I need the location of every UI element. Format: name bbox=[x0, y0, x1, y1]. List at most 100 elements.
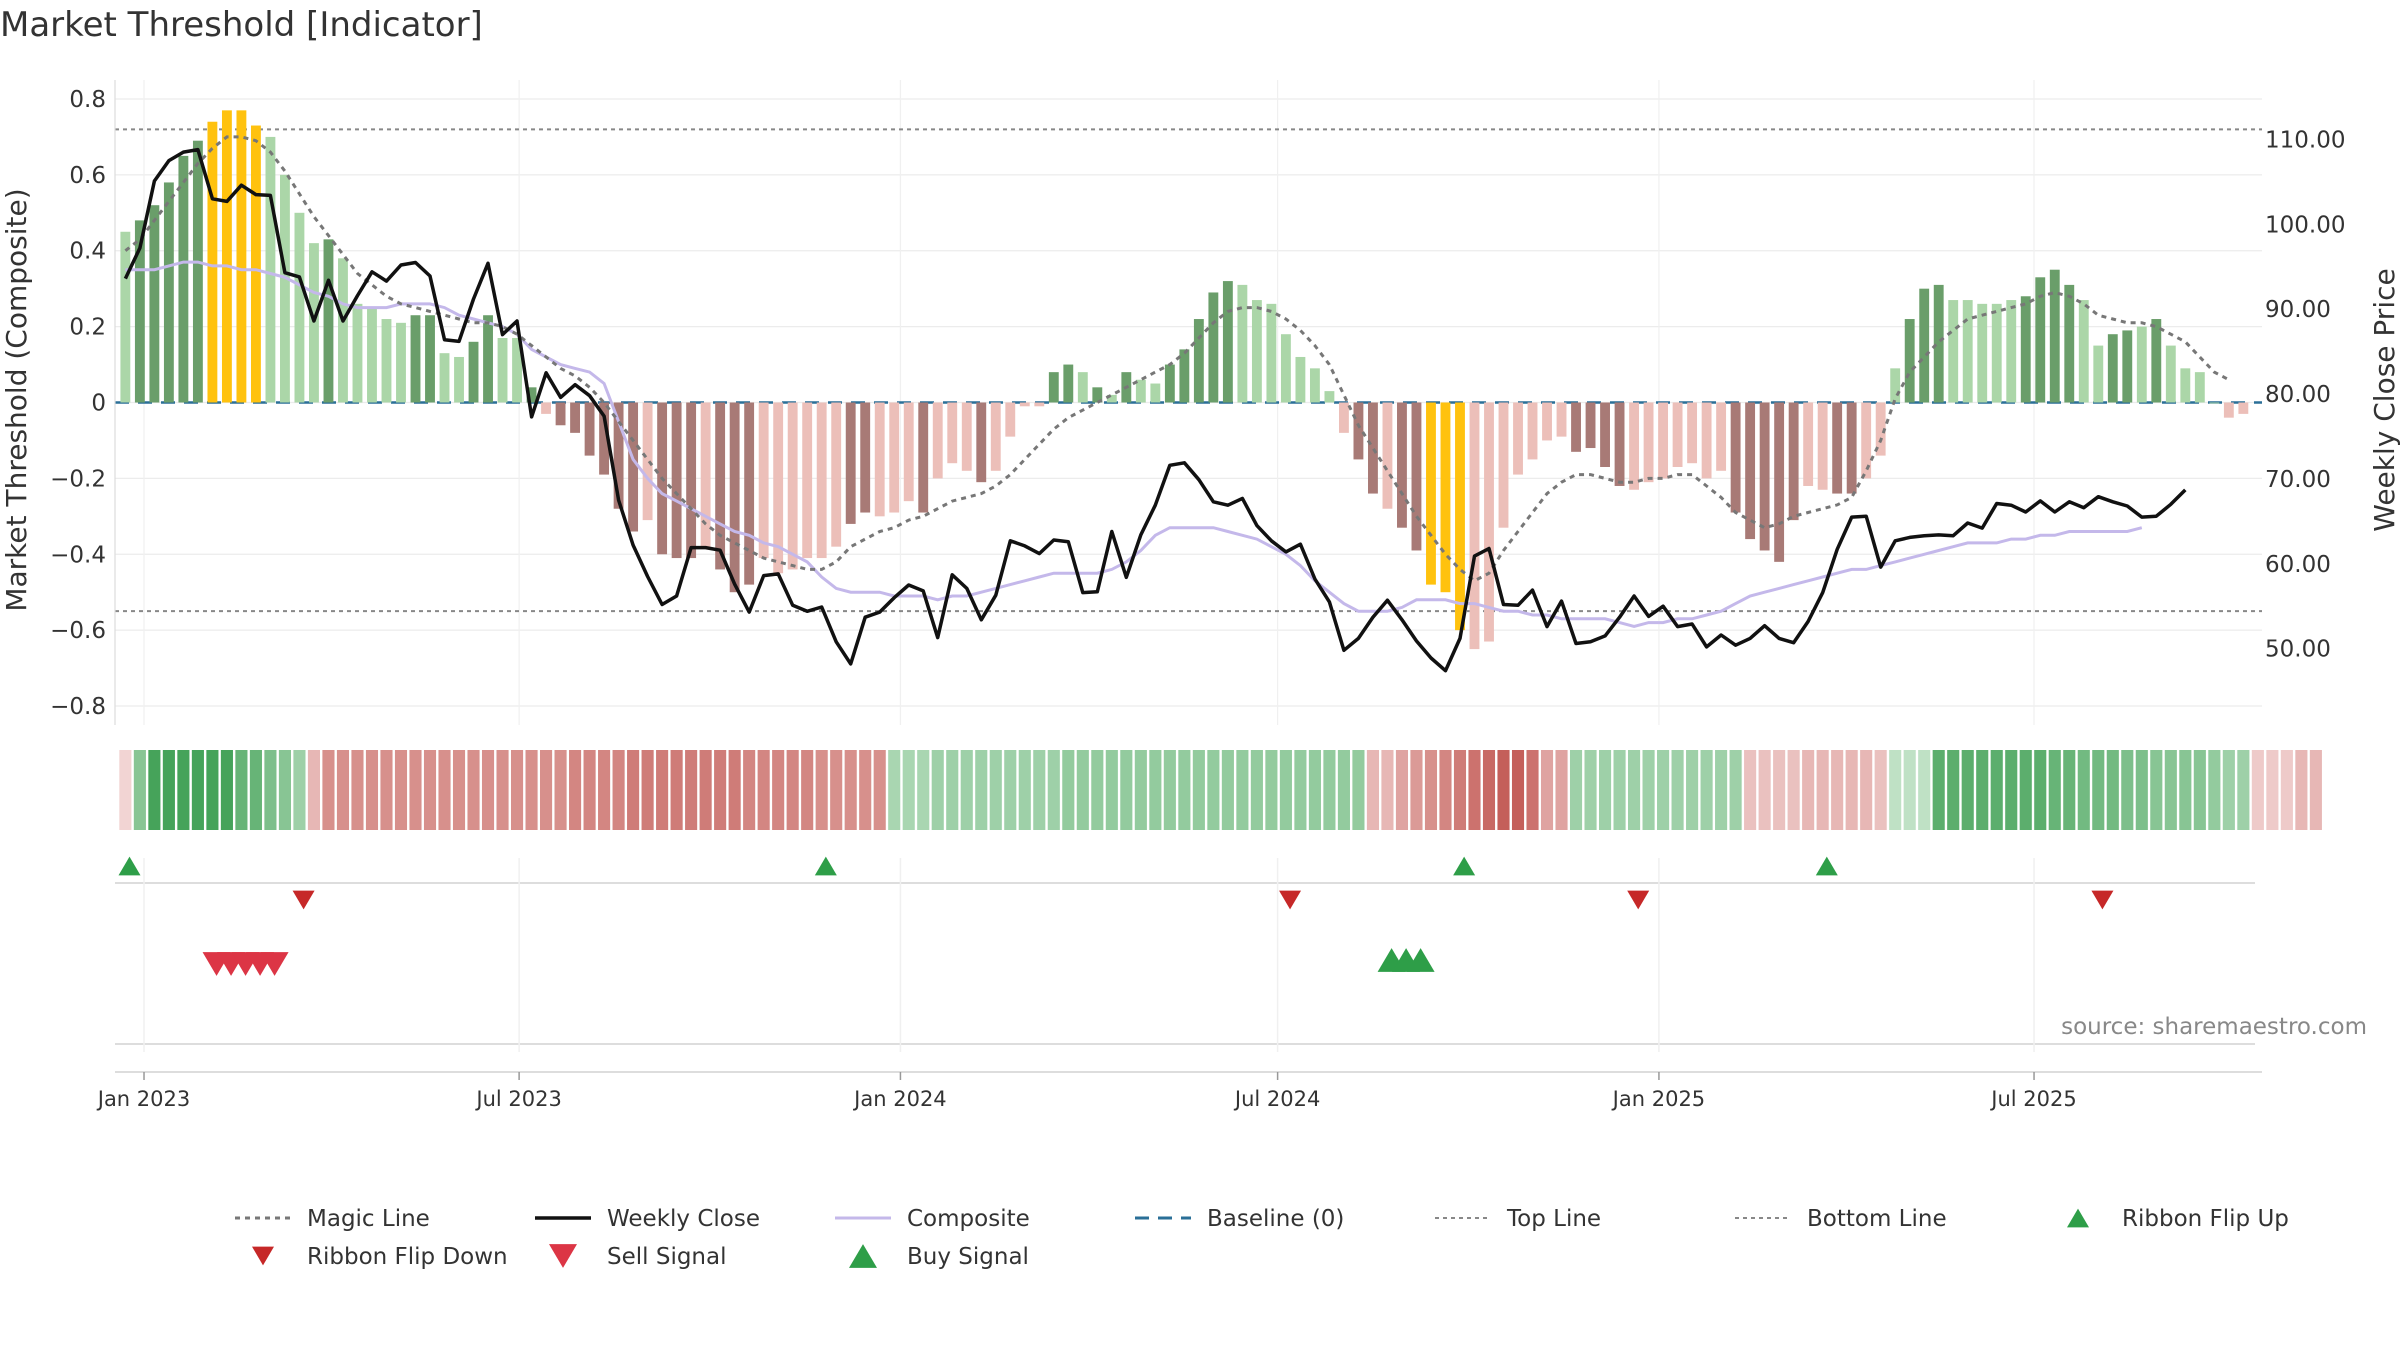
ribbon-segment bbox=[728, 750, 741, 830]
composite-bar bbox=[1991, 303, 2002, 403]
composite-bar bbox=[990, 402, 1001, 471]
composite-bar bbox=[700, 402, 711, 547]
ribbon-segment bbox=[656, 750, 669, 830]
ribbon-segment bbox=[2063, 750, 2076, 830]
axes: 0.8 0.6 0.4 0.2 0 −0.2 −0.4 −0.6 −0.8 110.00 100.0… bbox=[0, 80, 2400, 725]
composite-bar bbox=[483, 315, 493, 403]
ribbon-segment bbox=[1337, 750, 1350, 830]
ribbon-segment bbox=[1120, 750, 1133, 830]
ribbon-segment bbox=[2295, 750, 2308, 830]
composite-bar bbox=[163, 182, 174, 403]
ribbon-segment bbox=[2048, 750, 2061, 830]
ribbon-segment bbox=[1961, 750, 1974, 830]
legend-label: Magic Line bbox=[307, 1206, 430, 1232]
composite-bar bbox=[1904, 319, 1915, 403]
ribbon-flip-down-marker bbox=[292, 890, 315, 910]
composite-bar bbox=[1977, 303, 1988, 403]
signal-rows bbox=[115, 856, 2262, 1073]
composite-bar bbox=[1324, 391, 1335, 403]
ribbon-segment bbox=[264, 750, 277, 830]
ribbon-segment bbox=[2222, 750, 2235, 830]
composite-bar bbox=[628, 402, 639, 532]
composite-bar bbox=[802, 402, 813, 559]
composite-bar bbox=[1846, 402, 1857, 494]
composite-bar bbox=[715, 402, 726, 570]
composite-bar bbox=[250, 125, 261, 403]
legend-label: Sell Signal bbox=[607, 1244, 727, 1270]
ribbon-segment bbox=[148, 750, 161, 830]
composite-bar bbox=[207, 121, 218, 403]
composite-bar bbox=[613, 402, 624, 509]
legend-label: Top Line bbox=[1506, 1206, 1601, 1232]
ribbon-segment bbox=[1105, 750, 1118, 830]
composite-bar bbox=[1034, 402, 1045, 407]
ribbon-flip-down-marker bbox=[2091, 890, 2114, 910]
ribbon-segment bbox=[1468, 750, 1481, 830]
composite-bar bbox=[1368, 402, 1378, 494]
date-tick-label: Jul 2023 bbox=[474, 1087, 561, 1111]
composite-bar bbox=[932, 402, 943, 479]
composite-bar bbox=[1701, 402, 1712, 479]
composite-bar bbox=[1063, 364, 1074, 403]
composite-bar bbox=[2020, 296, 2031, 403]
composite-bar bbox=[1933, 284, 1944, 403]
composite-bar bbox=[1150, 383, 1161, 403]
composite-bar bbox=[439, 353, 450, 403]
triangle-down-icon bbox=[252, 1246, 274, 1266]
composite-bar bbox=[149, 205, 160, 403]
composite-bar bbox=[1527, 402, 1538, 460]
composite-bar bbox=[773, 402, 784, 574]
ribbon-segment bbox=[1366, 750, 1379, 830]
composite-bar bbox=[2093, 345, 2104, 403]
composite-bar bbox=[468, 341, 479, 403]
ribbon-segment bbox=[1410, 750, 1423, 830]
ribbon-segment bbox=[1497, 750, 1510, 830]
ribbon-segment bbox=[583, 750, 596, 830]
composite-bar bbox=[120, 231, 131, 403]
ribbon-segment bbox=[1903, 750, 1916, 830]
composite-bar bbox=[1397, 402, 1407, 528]
composite-bar bbox=[1556, 402, 1567, 437]
ribbon-segment bbox=[670, 750, 683, 830]
ribbon-segment bbox=[1744, 750, 1757, 830]
composite-bar bbox=[2078, 300, 2089, 403]
ribbon-segment bbox=[1149, 750, 1162, 830]
composite-bar bbox=[1382, 402, 1393, 509]
ribbon-segment bbox=[902, 750, 915, 830]
composite-bar bbox=[1672, 402, 1683, 467]
ribbon-segment bbox=[1715, 750, 1728, 830]
ribbon-segment bbox=[220, 750, 233, 830]
ribbon-segment bbox=[975, 750, 988, 830]
ribbon-segment bbox=[119, 750, 132, 830]
ribbon-segment bbox=[627, 750, 640, 830]
composite-bar bbox=[584, 402, 595, 456]
ribbon-segment bbox=[554, 750, 567, 830]
composite-bar bbox=[425, 315, 435, 403]
ribbon-segment bbox=[394, 750, 408, 830]
composite-bar bbox=[1730, 402, 1741, 513]
ribbon-segment bbox=[1511, 750, 1525, 830]
ribbon-segment bbox=[1889, 750, 1902, 830]
ribbon-segment bbox=[2034, 750, 2047, 830]
ribbon-segment bbox=[1642, 750, 1655, 830]
composite-bar bbox=[1426, 402, 1436, 585]
legend-item: Top Line bbox=[1435, 1206, 1601, 1232]
ribbon-segment bbox=[1424, 750, 1438, 830]
ribbon-segment bbox=[2208, 750, 2221, 830]
ribbon-segment bbox=[757, 750, 770, 830]
composite-bar bbox=[1643, 402, 1654, 483]
composite-bar bbox=[874, 402, 885, 517]
ribbon-segment bbox=[2135, 750, 2148, 830]
composite-bar bbox=[1077, 372, 1088, 403]
ribbon-segment bbox=[2179, 750, 2192, 830]
ribbon-segment bbox=[1163, 750, 1176, 830]
sell-signal-marker bbox=[260, 952, 289, 976]
composite-bar bbox=[1919, 288, 1930, 403]
date-axis: Jan 2023 Jul 2023 Jan 2024 Jul 2024 Jan 2025… bbox=[96, 1072, 2077, 1111]
date-tick-label: Jan 2023 bbox=[96, 1087, 191, 1111]
ribbon-segment bbox=[1018, 750, 1031, 830]
ribbon-segment bbox=[293, 750, 306, 830]
composite-bar bbox=[2107, 334, 2118, 403]
composite-bar bbox=[1353, 402, 1364, 460]
legend-item: Bottom Line bbox=[1735, 1206, 1947, 1232]
